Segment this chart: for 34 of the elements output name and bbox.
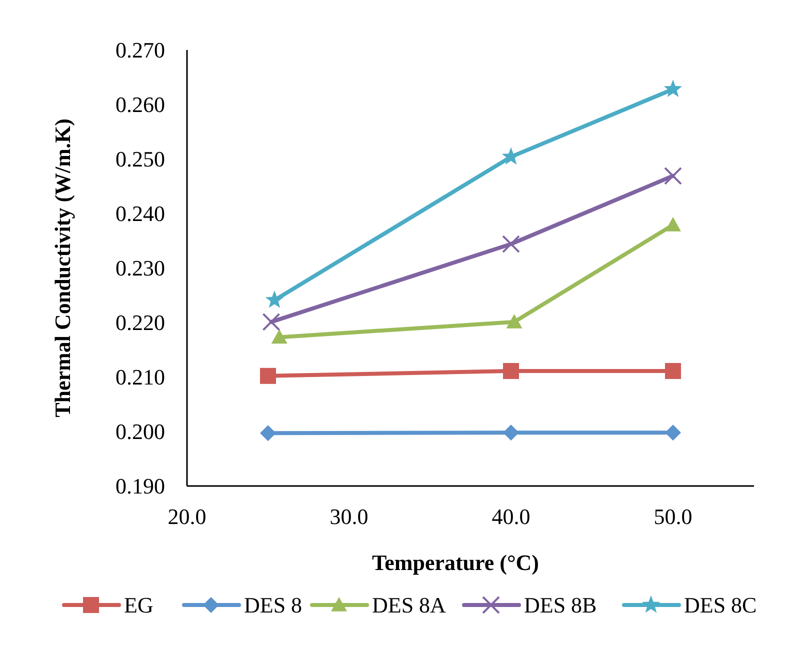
legend-label: EG	[124, 592, 154, 618]
y-tick-label: 0.190	[116, 474, 165, 499]
point	[665, 363, 681, 380]
y-tick-label: 0.210	[116, 364, 165, 390]
x-tick-label: 40.0	[492, 504, 530, 529]
y-axis-title: Thermal Conductivity (W/m.K)	[50, 118, 75, 418]
point	[260, 425, 276, 442]
y-tick-label: 0.220	[116, 310, 165, 336]
y-tick-label: 0.200	[116, 419, 165, 444]
point	[260, 368, 276, 384]
point	[503, 363, 519, 380]
point	[262, 312, 280, 331]
point	[271, 329, 288, 344]
x-tick-label: 20.0	[168, 504, 206, 529]
point	[665, 216, 681, 232]
y-tick-label: 0.270	[116, 38, 165, 63]
legend-label: DES 8B	[524, 592, 597, 618]
point	[265, 290, 284, 308]
point	[664, 166, 682, 185]
legend-label: DES 8	[244, 592, 302, 618]
x-tick-label: 50.0	[654, 504, 692, 529]
legend-label: DES 8A	[372, 592, 446, 618]
legend-label: DES 8C	[684, 592, 757, 618]
point	[503, 424, 519, 441]
x-axis-title: Temperature (°C)	[372, 550, 540, 575]
point	[664, 80, 682, 98]
point	[665, 424, 681, 441]
y-tick-label: 0.230	[116, 256, 165, 281]
point	[502, 235, 520, 254]
x-tick-label: 30.0	[330, 504, 368, 529]
y-tick-label: 0.250	[116, 146, 165, 172]
y-tick-label: 0.240	[116, 201, 165, 226]
point	[506, 314, 522, 328]
y-tick-label: 0.260	[116, 92, 165, 118]
